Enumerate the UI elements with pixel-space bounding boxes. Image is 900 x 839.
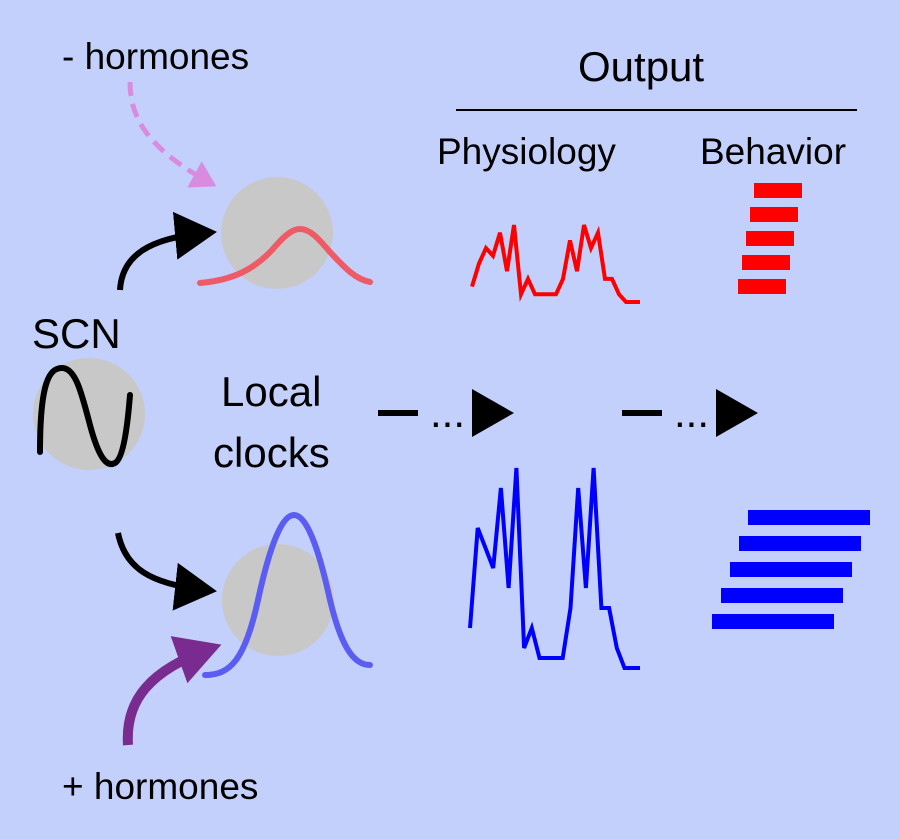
behavior-bar-plus-4 [721,588,843,603]
plus-hormones-label: + hormones [62,766,259,807]
red-rhythm-curve [197,225,373,286]
behavior-bar-minus-3 [746,231,794,246]
behavior-bars-plus-hormones [712,510,870,629]
scn-sine-wave [37,364,133,467]
behavior-bar-plus-2 [739,536,861,551]
minus-hormones-label: - hormones [62,36,250,77]
local-clocks-label-line2: clocks [213,429,330,476]
output-heading: Output [578,43,705,90]
behavior-bars-minus-hormones [738,183,802,294]
plus-hormones-arrow [122,636,222,746]
physiology-heading: Physiology [437,131,616,172]
behavior-bar-plus-1 [748,510,870,525]
behavior-bar-minus-5 [738,279,786,294]
behavior-bar-plus-3 [730,562,852,577]
minus-hormones-arrow [127,81,217,188]
scn-to-top-clock-arrow [117,211,217,291]
behavior-bar-minus-4 [742,255,790,270]
flow-ellipsis-1: ... [430,389,466,436]
physiology-trace-plus-hormones [468,467,640,670]
behavior-bar-minus-2 [750,207,798,222]
behavior-bar-plus-5 [712,614,834,629]
blue-rhythm-curve [202,511,373,678]
scn-to-bottom-clock-arrow [115,532,217,611]
scn-label: SCN [32,310,121,357]
physiology-trace-minus-hormones [470,224,640,304]
behavior-heading: Behavior [700,131,847,172]
behavior-bar-minus-1 [754,183,802,198]
local-clocks-label-line1: Local [221,368,322,415]
local-clock-circle-top [221,177,333,289]
flow-ellipsis-2: ... [674,389,710,436]
